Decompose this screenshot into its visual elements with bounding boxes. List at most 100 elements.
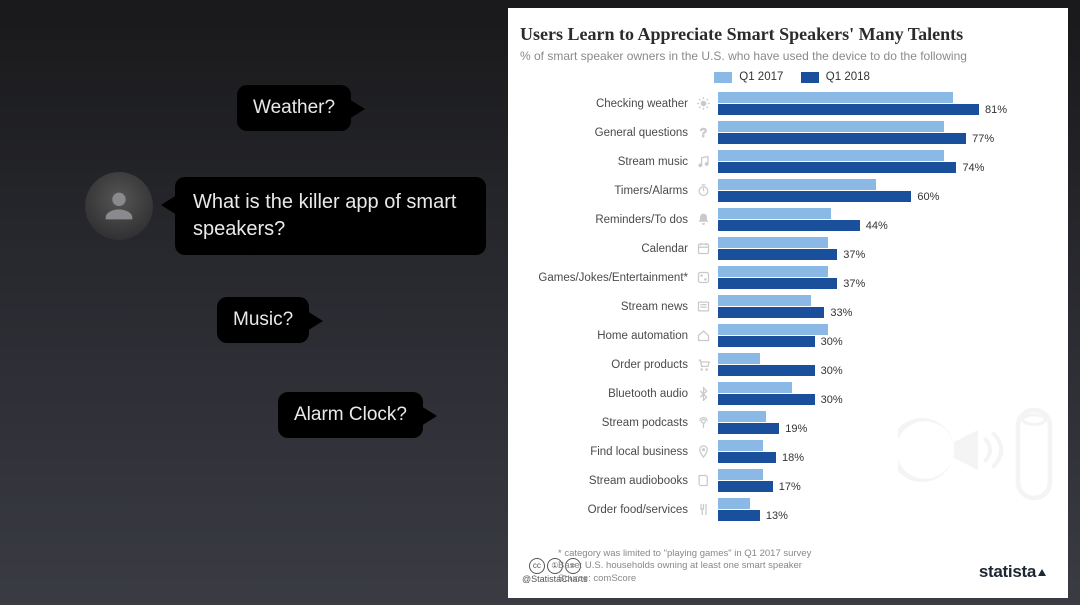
avatar [85, 172, 153, 240]
bar-2018: 37% [718, 249, 837, 260]
bubble-text: Alarm Clock? [294, 404, 407, 425]
chart-row: Checking weather 81% [520, 89, 1050, 118]
bubble-alarm: Alarm Clock? [278, 392, 423, 438]
bar-2018: 30% [718, 365, 815, 376]
bar-2018: 30% [718, 394, 815, 405]
bar-2018: 37% [718, 278, 837, 289]
bubble-text: What is the killer app of smart speakers… [193, 191, 456, 240]
row-label: Stream news [520, 301, 694, 313]
chart-row: Games/Jokes/Entertainment* 37% [520, 263, 1050, 292]
bar-value-label: 37% [843, 278, 865, 290]
row-bars: 81% [718, 89, 1050, 118]
row-label: General questions [520, 127, 694, 139]
row-label: Stream audiobooks [520, 475, 694, 487]
chart-row: Stream audiobooks 17% [520, 466, 1050, 495]
row-label: Calendar [520, 243, 694, 255]
row-bars: 37% [718, 234, 1050, 263]
bar-value-label: 19% [785, 423, 807, 435]
row-bars: 60% [718, 176, 1050, 205]
row-label: Timers/Alarms [520, 185, 694, 197]
row-label: Checking weather [520, 98, 694, 110]
bar-2018: 77% [718, 133, 966, 144]
row-bars: 44% [718, 205, 1050, 234]
bar-value-label: 37% [843, 249, 865, 261]
row-bars: 13% [718, 495, 1050, 524]
legend-label-2: Q1 2018 [826, 71, 870, 83]
chart-legend: Q1 2017 Q1 2018 [520, 71, 1050, 83]
pin-icon [694, 443, 712, 461]
chart-row: Calendar 37% [520, 234, 1050, 263]
bubble-text: Weather? [253, 97, 335, 118]
row-label: Order food/services [520, 504, 694, 516]
bar-2017 [718, 208, 831, 219]
bar-value-label: 30% [821, 336, 843, 348]
person-icon [99, 186, 139, 226]
row-label: Stream music [520, 156, 694, 168]
podcast-icon [694, 414, 712, 432]
brand-text: statista [979, 562, 1036, 581]
bar-value-label: 74% [962, 162, 984, 174]
row-bars: 30% [718, 379, 1050, 408]
statista-logo: statista [979, 561, 1052, 582]
bubble-text: Music? [233, 309, 293, 330]
chart-title: Users Learn to Appreciate Smart Speakers… [520, 24, 1050, 45]
row-label: Find local business [520, 446, 694, 458]
chart-body: Checking weather 81% General questions 77% S… [520, 89, 1050, 524]
bar-2017 [718, 237, 828, 248]
chart-row: Reminders/To dos 44% [520, 205, 1050, 234]
chart-row: Home automation 30% [520, 321, 1050, 350]
row-label: Home automation [520, 330, 694, 342]
music-icon [694, 153, 712, 171]
bar-2017 [718, 440, 763, 451]
chart-row: Stream news 33% [520, 292, 1050, 321]
bar-2018: 19% [718, 423, 779, 434]
row-label: Games/Jokes/Entertainment* [520, 272, 694, 284]
bar-value-label: 30% [821, 365, 843, 377]
bar-2017 [718, 179, 876, 190]
bubble-music: Music? [217, 297, 309, 343]
row-bars: 74% [718, 147, 1050, 176]
bar-2017 [718, 411, 766, 422]
row-label: Bluetooth audio [520, 388, 694, 400]
bar-2018: 33% [718, 307, 824, 318]
row-label: Stream podcasts [520, 417, 694, 429]
chart-subtitle: % of smart speaker owners in the U.S. wh… [520, 49, 1050, 63]
bar-2017 [718, 266, 828, 277]
bar-2018: 81% [718, 104, 979, 115]
row-bars: 30% [718, 321, 1050, 350]
home-icon [694, 327, 712, 345]
bluetooth-icon [694, 385, 712, 403]
fork-icon [694, 501, 712, 519]
chart-row: Timers/Alarms 60% [520, 176, 1050, 205]
sun-icon [694, 95, 712, 113]
bar-value-label: 77% [972, 133, 994, 145]
bar-value-label: 17% [779, 481, 801, 493]
bar-2017 [718, 295, 811, 306]
chart-row: Order food/services 13% [520, 495, 1050, 524]
footnote-2: Base: U.S. households owning at least on… [558, 560, 811, 573]
row-bars: 17% [718, 466, 1050, 495]
bar-2017 [718, 498, 750, 509]
bar-2018: 74% [718, 162, 956, 173]
row-label: Reminders/To dos [520, 214, 694, 226]
bar-value-label: 13% [766, 510, 788, 522]
bar-value-label: 33% [830, 307, 852, 319]
slide-left-panel: Weather? What is the killer app of smart… [0, 0, 490, 605]
bar-2018: 30% [718, 336, 815, 347]
bar-value-label: 60% [917, 191, 939, 203]
bar-2017 [718, 150, 944, 161]
bubble-main-question: What is the killer app of smart speakers… [175, 177, 486, 255]
bar-2017 [718, 382, 792, 393]
row-bars: 77% [718, 118, 1050, 147]
chart-row: Stream music 74% [520, 147, 1050, 176]
bar-2017 [718, 324, 828, 335]
bar-value-label: 44% [866, 220, 888, 232]
row-bars: 37% [718, 263, 1050, 292]
row-bars: 18% [718, 437, 1050, 466]
bar-2018: 18% [718, 452, 776, 463]
chart-row: General questions 77% [520, 118, 1050, 147]
row-bars: 33% [718, 292, 1050, 321]
question-icon [694, 124, 712, 142]
bar-2017 [718, 92, 953, 103]
calendar-icon [694, 240, 712, 258]
